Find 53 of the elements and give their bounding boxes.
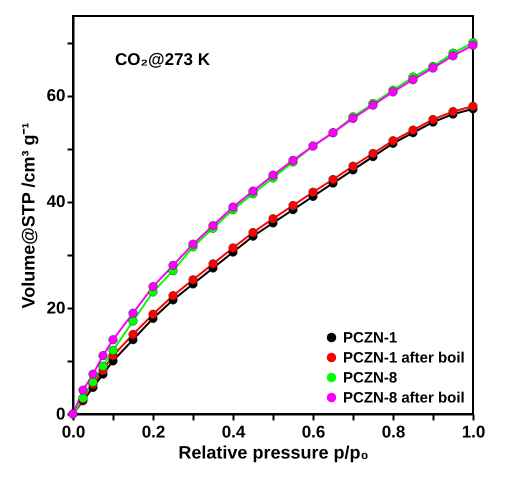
point [268,214,278,224]
point [168,260,178,270]
point [188,240,198,249]
point [128,330,138,339]
point [428,114,438,124]
point [98,351,108,360]
point [408,75,418,84]
y-tick-label: 20 [46,298,66,318]
x-tick-label: 0.4 [222,422,246,442]
legend-label: PCZN-8 after boil [343,390,465,406]
y-tick-label: 60 [46,86,66,106]
point [288,200,298,210]
point [148,310,158,319]
y-tick-label: 0 [56,404,66,424]
point [468,102,478,111]
x-tick-label: 0.0 [62,422,86,442]
point [168,291,178,300]
point [208,259,218,268]
point [248,186,258,196]
point [128,316,138,326]
legend-label: PCZN-1 after boil [343,350,465,366]
x-tick-label: 1.0 [462,422,486,442]
legend-label: PCZN-1 [343,330,398,346]
x-tick-label: 0.8 [382,422,406,442]
point [88,370,98,379]
point [468,40,478,50]
point [148,282,158,292]
x-tick-label: 0.6 [302,422,326,442]
annotation: CO₂@273 K [115,50,211,69]
y-axis-title: Volume@STP /cm³ g⁻¹ [18,122,39,308]
point [228,202,238,212]
point [208,221,218,230]
y-tick-label: 40 [46,192,66,212]
point [98,362,108,371]
point [448,106,458,116]
point [308,188,318,197]
point [368,148,378,158]
x-tick-label: 0.2 [142,422,166,442]
point [128,308,138,318]
point [228,243,238,252]
point [268,170,278,180]
point [448,51,458,60]
point [108,335,118,344]
x-axis-title: Relative pressure p/p₀ [178,442,369,462]
point [248,228,258,238]
point [328,174,338,184]
point [108,346,118,355]
legend-label: PCZN-8 [343,370,398,386]
point [348,162,358,171]
point [78,386,88,395]
point [408,126,418,135]
point [188,275,198,284]
point [388,136,398,146]
